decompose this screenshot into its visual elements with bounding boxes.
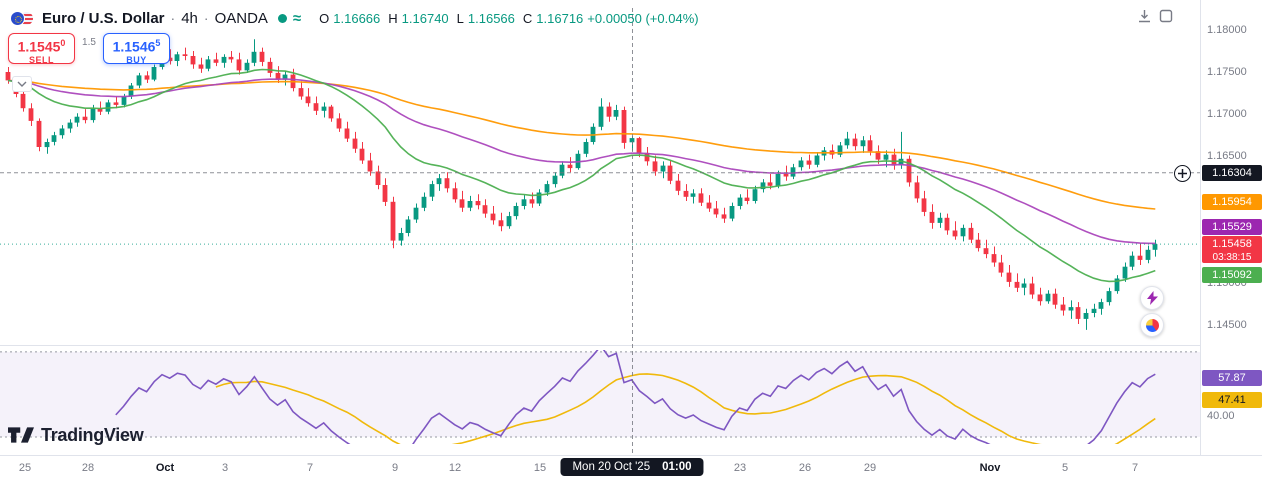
lightning-boost-button[interactable]: [1140, 286, 1164, 310]
time-axis-tick: 26: [798, 462, 812, 474]
time-axis-tick: 9: [391, 462, 399, 474]
price-axis-label: 1.14500: [1207, 319, 1247, 331]
rsi-badge: 57.87: [1202, 370, 1262, 386]
ohlc-values: O 1.16666 H 1.16740 L 1.16566 C 1.16716 +0.0…: [315, 11, 698, 26]
add-alert-plus-button[interactable]: [1174, 165, 1191, 182]
buy-label: BUY: [126, 54, 147, 65]
price-badge: 1.15529: [1202, 219, 1262, 235]
approx-price-icon: ≈: [292, 9, 302, 27]
price-axis-label: 1.17000: [1207, 108, 1247, 120]
crosshair-hour: 01:00: [662, 461, 692, 473]
price-badge: 1.15092: [1202, 267, 1262, 283]
separator-dot: ·: [203, 10, 209, 26]
time-axis-tick: 7: [306, 462, 314, 474]
promo-button[interactable]: [1140, 313, 1164, 337]
plus-icon: [1178, 169, 1187, 178]
time-axis-tick: 15: [533, 462, 547, 474]
spread-value: 1.5: [82, 37, 96, 48]
lightning-icon: [1146, 291, 1158, 305]
sell-price-pip: 0: [60, 38, 66, 48]
crosshair-date: Mon 20 Oct '25: [572, 461, 651, 473]
tradingview-mark-icon: [8, 427, 34, 443]
crosshair-time-tooltip: Mon 20 Oct '25 01:00: [560, 458, 704, 476]
legend-collapse-button[interactable]: [12, 76, 32, 92]
price-badge: 1.15458 03:38:15: [1202, 236, 1262, 263]
market-status-icon[interactable]: [277, 13, 287, 23]
low-value: 1.16566: [467, 10, 515, 26]
buy-sell-widget: 1.15450 SELL 1.5 1.15465 BUY: [8, 33, 170, 65]
rsi-badge: 47.41: [1202, 392, 1262, 408]
close-label: C: [522, 10, 533, 26]
chevron-down-icon: [17, 81, 27, 87]
high-label: H: [388, 10, 398, 26]
price-axis[interactable]: 1.18000 1.17500 1.17000 1.16500 1.15000 1.145…: [1200, 0, 1262, 455]
time-axis-tick: 23: [733, 462, 747, 474]
exchange-label[interactable]: OANDA: [214, 9, 268, 27]
low-label: L: [456, 10, 464, 26]
symbol-name[interactable]: Euro / U.S. Dollar: [42, 9, 165, 27]
eur-flag-icon: [10, 10, 25, 26]
time-axis-tick: 28: [81, 462, 95, 474]
price-badge: 1.16304: [1202, 165, 1262, 181]
chart-canvas[interactable]: [0, 0, 1200, 455]
high-value: 1.16740: [401, 10, 449, 26]
tradingview-logo[interactable]: TradingView: [8, 424, 144, 446]
price-badge: 1.15954: [1202, 194, 1262, 210]
price-axis-label: 1.16500: [1207, 150, 1247, 162]
tradingview-logo-text: TradingView: [41, 424, 144, 445]
chart-legend: Euro / U.S. Dollar · 4h · OANDA ≈ O 1.166…: [10, 7, 699, 29]
buy-button[interactable]: 1.15465 BUY: [103, 33, 170, 65]
time-axis-tick: Oct: [155, 462, 175, 474]
symbol-pair-logo-icon: [10, 10, 36, 27]
sell-price: 1.1545: [17, 38, 61, 55]
close-value: 1.16716: [536, 10, 584, 26]
price-countdown: 03:38:15: [1212, 252, 1252, 263]
time-axis-tick: 3: [221, 462, 229, 474]
buy-price: 1.1546: [112, 38, 156, 55]
buy-price-pip: 5: [155, 38, 161, 48]
sell-button[interactable]: 1.15450 SELL: [8, 33, 75, 65]
time-axis-tick: 12: [448, 462, 462, 474]
promo-pie-icon: [1144, 317, 1160, 333]
download-icon: [1139, 10, 1150, 23]
time-axis[interactable]: Mon 20 Oct '25 01:00 25 28 Oct 3 7 9 12 15 23 26 29…: [0, 455, 1262, 480]
open-value: 1.16666: [333, 10, 381, 26]
price-axis-label: 1.17500: [1207, 66, 1247, 78]
sell-label: SELL: [28, 54, 54, 65]
change-value: +0.00050 (+0.04%): [587, 10, 699, 26]
maximize-button[interactable]: [1157, 9, 1174, 26]
price-axis-label: 1.18000: [1207, 24, 1247, 36]
open-label: O: [319, 10, 330, 26]
separator-dot: ·: [170, 10, 176, 26]
time-axis-tick: Nov: [979, 462, 1001, 474]
time-axis-tick: 5: [1061, 462, 1069, 474]
time-axis-tick: 25: [18, 462, 32, 474]
rsi-axis-label: 40.00: [1207, 410, 1235, 422]
time-axis-tick: 7: [1131, 462, 1139, 474]
screenshot-download-button[interactable]: [1136, 9, 1153, 26]
interval-button[interactable]: 4h: [181, 9, 198, 27]
fullscreen-icon: [1159, 9, 1172, 23]
time-axis-tick: 29: [863, 462, 877, 474]
